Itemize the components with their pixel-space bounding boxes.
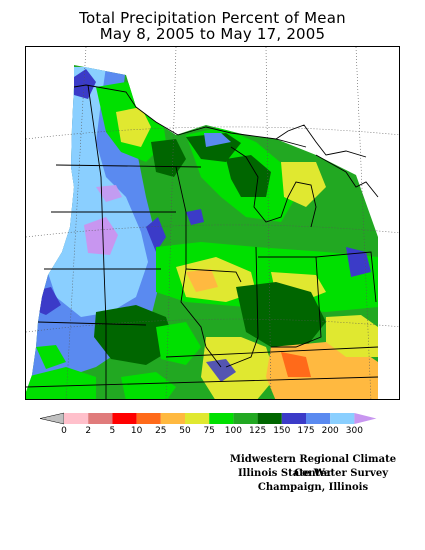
legend-swatch [64, 413, 89, 424]
legend-swatch [160, 413, 185, 424]
legend-swatch [112, 413, 137, 424]
legend-tick-label: 150 [273, 426, 291, 436]
legend-tick-label: 100 [224, 426, 242, 436]
precipitation-map [25, 46, 400, 400]
legend-tick-label: 300 [345, 426, 363, 436]
legend-swatch [257, 413, 282, 424]
boundaries [26, 84, 379, 399]
legend-tick-label: 25 [155, 426, 167, 436]
legend-tick-label: 125 [249, 426, 267, 436]
legend-swatch [330, 413, 355, 424]
legend-tick-label: 50 [179, 426, 191, 436]
legend-swatch [136, 413, 161, 424]
legend-swatch [233, 413, 258, 424]
legend-tick-label: 2 [85, 426, 92, 436]
legend-tick-label: 175 [297, 426, 315, 436]
legend-tick-label: 5 [109, 426, 116, 436]
credit-isws: Illinois State Water Survey [237, 468, 389, 479]
legend-swatch [185, 413, 210, 424]
legend-over-arrow [354, 413, 377, 424]
legend-under-arrow [40, 412, 65, 425]
credit-location: Champaign, Illinois [257, 482, 369, 493]
legend-swatch [306, 413, 331, 424]
legend-swatch [88, 413, 113, 424]
map-title: Total Precipitation Percent of Mean [79, 9, 346, 27]
legend-swatch [281, 413, 306, 424]
legend-tick-label: 10 [130, 426, 143, 436]
legend-tick-label: 0 [61, 426, 67, 436]
legend-tick-label: 75 [203, 426, 215, 436]
map-date-range: May 8, 2005 to May 17, 2005 [99, 25, 326, 43]
color-legend: 0 2 5 10 25 50 75 100 125 150 175 200 300 [40, 412, 385, 438]
legend-swatch [209, 413, 234, 424]
credit-mrcc: Midwestern Regional Climate Center [229, 454, 397, 479]
graticule [26, 47, 399, 399]
legend-tick-label: 200 [321, 426, 339, 436]
precipitation-field [26, 65, 378, 399]
